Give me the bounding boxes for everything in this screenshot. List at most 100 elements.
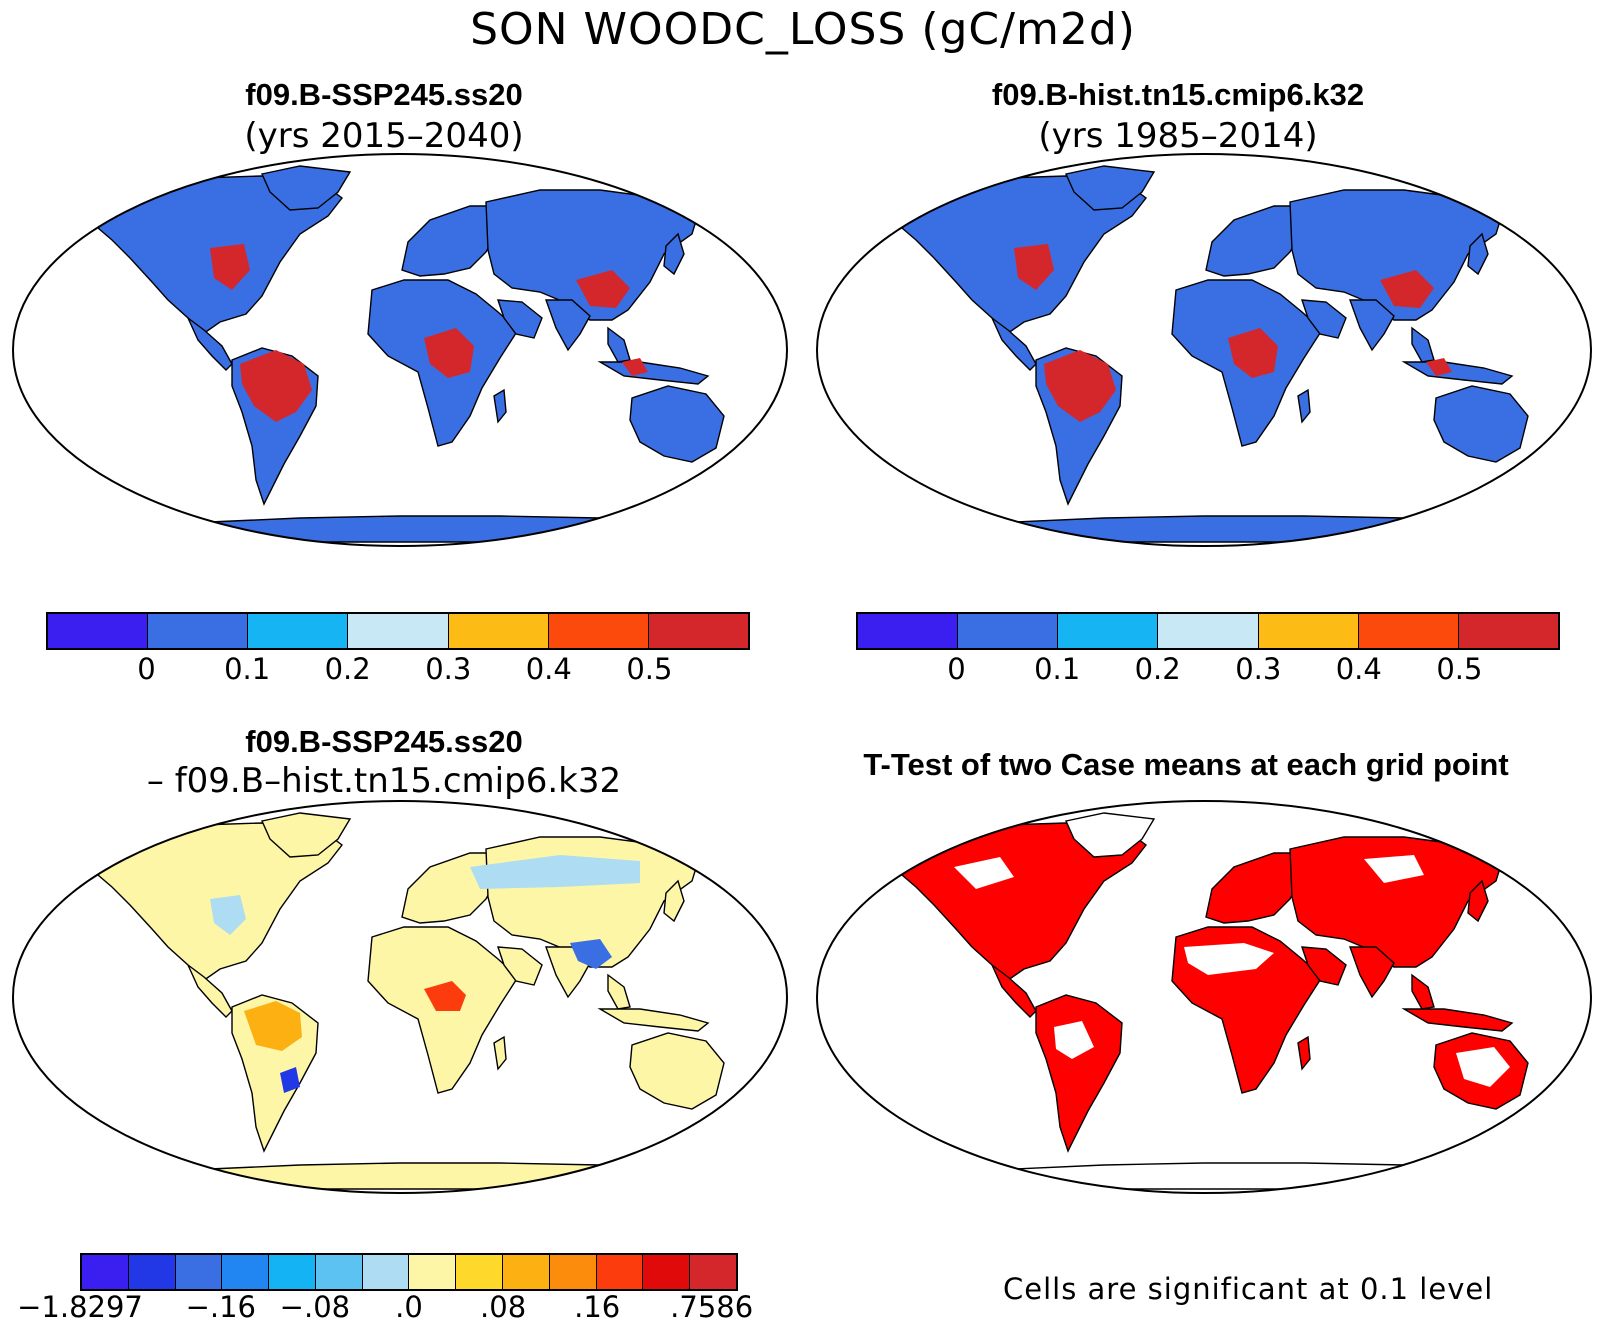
land-antarctica — [135, 1162, 666, 1190]
hotspot-congo — [424, 328, 474, 378]
colorbar-swatch — [269, 1255, 316, 1289]
colorbar-swatch — [1358, 614, 1459, 648]
hotspot-congo — [1228, 328, 1278, 378]
land-japan — [663, 879, 685, 923]
tick-label: −.08 — [279, 1290, 351, 1324]
land-madagascar — [493, 1035, 507, 1071]
land-india — [545, 299, 591, 352]
colorbar-swatch — [148, 614, 249, 648]
colorbar-swatch — [48, 614, 149, 648]
land-japan — [1467, 232, 1489, 276]
land-madagascar — [1297, 1035, 1311, 1071]
hotspot-maritime — [622, 358, 648, 376]
land-greenland — [1065, 812, 1156, 858]
land-madagascar — [493, 388, 507, 424]
hotspot-east-us — [1014, 244, 1054, 290]
tick-label: −.16 — [185, 1290, 257, 1324]
tick-label: 0 — [947, 652, 966, 686]
land-se-asia — [1411, 973, 1435, 1010]
hotspot-maritime — [1426, 358, 1452, 376]
land-antarctica — [939, 515, 1470, 543]
colorbar-swatch — [958, 614, 1059, 648]
land-arabia — [497, 946, 543, 986]
colorbar-tl — [46, 612, 750, 650]
colorbar-bl-ticks: −1.8297 −.16 −.08 .0 .08 .16 .7586 — [17, 1290, 753, 1324]
insignificant-siberia-gap — [1364, 855, 1424, 883]
land-central-america — [991, 317, 1037, 371]
land-greenland — [261, 165, 352, 211]
tick-label: .16 — [574, 1290, 621, 1324]
hotspot-se-china — [576, 270, 630, 308]
land-indonesia — [597, 361, 710, 385]
tick-label: .0 — [395, 1290, 423, 1324]
land-greenland — [261, 812, 352, 858]
colorbar-tr-ticks: 0 0.1 0.2 0.3 0.4 0.5 — [856, 652, 1560, 688]
tick-label: 0.3 — [1235, 652, 1282, 686]
land-europe — [1205, 205, 1305, 277]
tick-label: 0.3 — [425, 652, 472, 686]
tick-label: 0.5 — [626, 652, 673, 686]
anomaly-east-us-diff — [210, 895, 246, 935]
tick-label: 0.2 — [1134, 652, 1181, 686]
land-india — [1349, 946, 1395, 999]
land-south-america — [1035, 994, 1123, 1153]
anomaly-north-band-diff — [470, 855, 640, 889]
land-se-asia — [607, 973, 631, 1010]
tick-label: 0.1 — [224, 652, 271, 686]
colorbar-tl-ticks: 0 0.1 0.2 0.3 0.4 0.5 — [46, 652, 750, 688]
tick-label: .7586 — [670, 1290, 754, 1324]
colorbar-swatch — [82, 1255, 129, 1289]
land-indonesia — [1401, 361, 1514, 385]
hotspot-amazon — [240, 350, 312, 422]
tick-label: 0.1 — [1034, 652, 1081, 686]
land-madagascar — [1297, 388, 1311, 424]
colorbar-swatch — [1258, 614, 1359, 648]
land-japan — [1467, 879, 1489, 923]
colorbar-swatch — [175, 1255, 223, 1289]
ttest-footnote: Cells are significant at 0.1 level — [1003, 1272, 1494, 1306]
panel-tl-subtitle: (yrs 2015–2040) — [244, 116, 524, 156]
map-border — [816, 800, 1592, 1194]
anomaly-congo-diff — [424, 981, 466, 1011]
land-india — [1349, 299, 1395, 352]
panel-bl-subtitle: – f09.B–hist.tn15.cmip6.k32 — [146, 761, 622, 801]
insignificant-sahara-gap — [1184, 943, 1274, 975]
land-se-asia — [607, 326, 631, 363]
colorbar-swatch — [348, 614, 449, 648]
map-border — [816, 153, 1592, 547]
land-australia — [1433, 385, 1529, 463]
colorbar-swatch — [456, 1255, 504, 1289]
tick-label: 0.2 — [324, 652, 371, 686]
hotspot-amazon — [1044, 350, 1116, 422]
colorbar-bl — [80, 1253, 738, 1291]
colorbar-swatch — [858, 614, 959, 648]
land-indonesia — [597, 1008, 710, 1032]
panel-br-title: T-Test of two Case means at each grid po… — [863, 747, 1509, 782]
colorbar-swatch — [596, 1255, 644, 1289]
land-australia — [629, 1032, 725, 1110]
colorbar-swatch — [362, 1255, 410, 1289]
colorbar-swatch — [448, 614, 549, 648]
land-europe — [1205, 852, 1305, 924]
map-bl — [12, 800, 788, 1194]
colorbar-swatch — [222, 1255, 270, 1289]
colorbar-swatch — [503, 1255, 550, 1289]
land-arabia — [1301, 299, 1347, 339]
panel-tr-title: f09.B-hist.tn15.cmip6.k32 — [991, 77, 1365, 112]
land-japan — [663, 232, 685, 276]
colorbar-swatch — [248, 614, 349, 648]
land-antarctica — [939, 1162, 1470, 1190]
tick-label: −1.8297 — [17, 1290, 143, 1324]
panel-bl-title: f09.B-SSP245.ss20 — [245, 724, 523, 759]
anomaly-amazon-diff — [244, 1001, 302, 1051]
land-antarctica — [135, 515, 666, 543]
land-greenland — [1065, 165, 1156, 211]
map-tl — [12, 153, 788, 547]
land-se-asia — [1411, 326, 1435, 363]
map-border — [12, 153, 788, 547]
main-title: SON WOODC_LOSS (gC/m2d) — [470, 4, 1136, 55]
colorbar-swatch — [690, 1255, 736, 1289]
map-tr — [816, 153, 1592, 547]
anomaly-se-brazil-diff — [280, 1067, 300, 1093]
colorbar-swatch — [1158, 614, 1259, 648]
